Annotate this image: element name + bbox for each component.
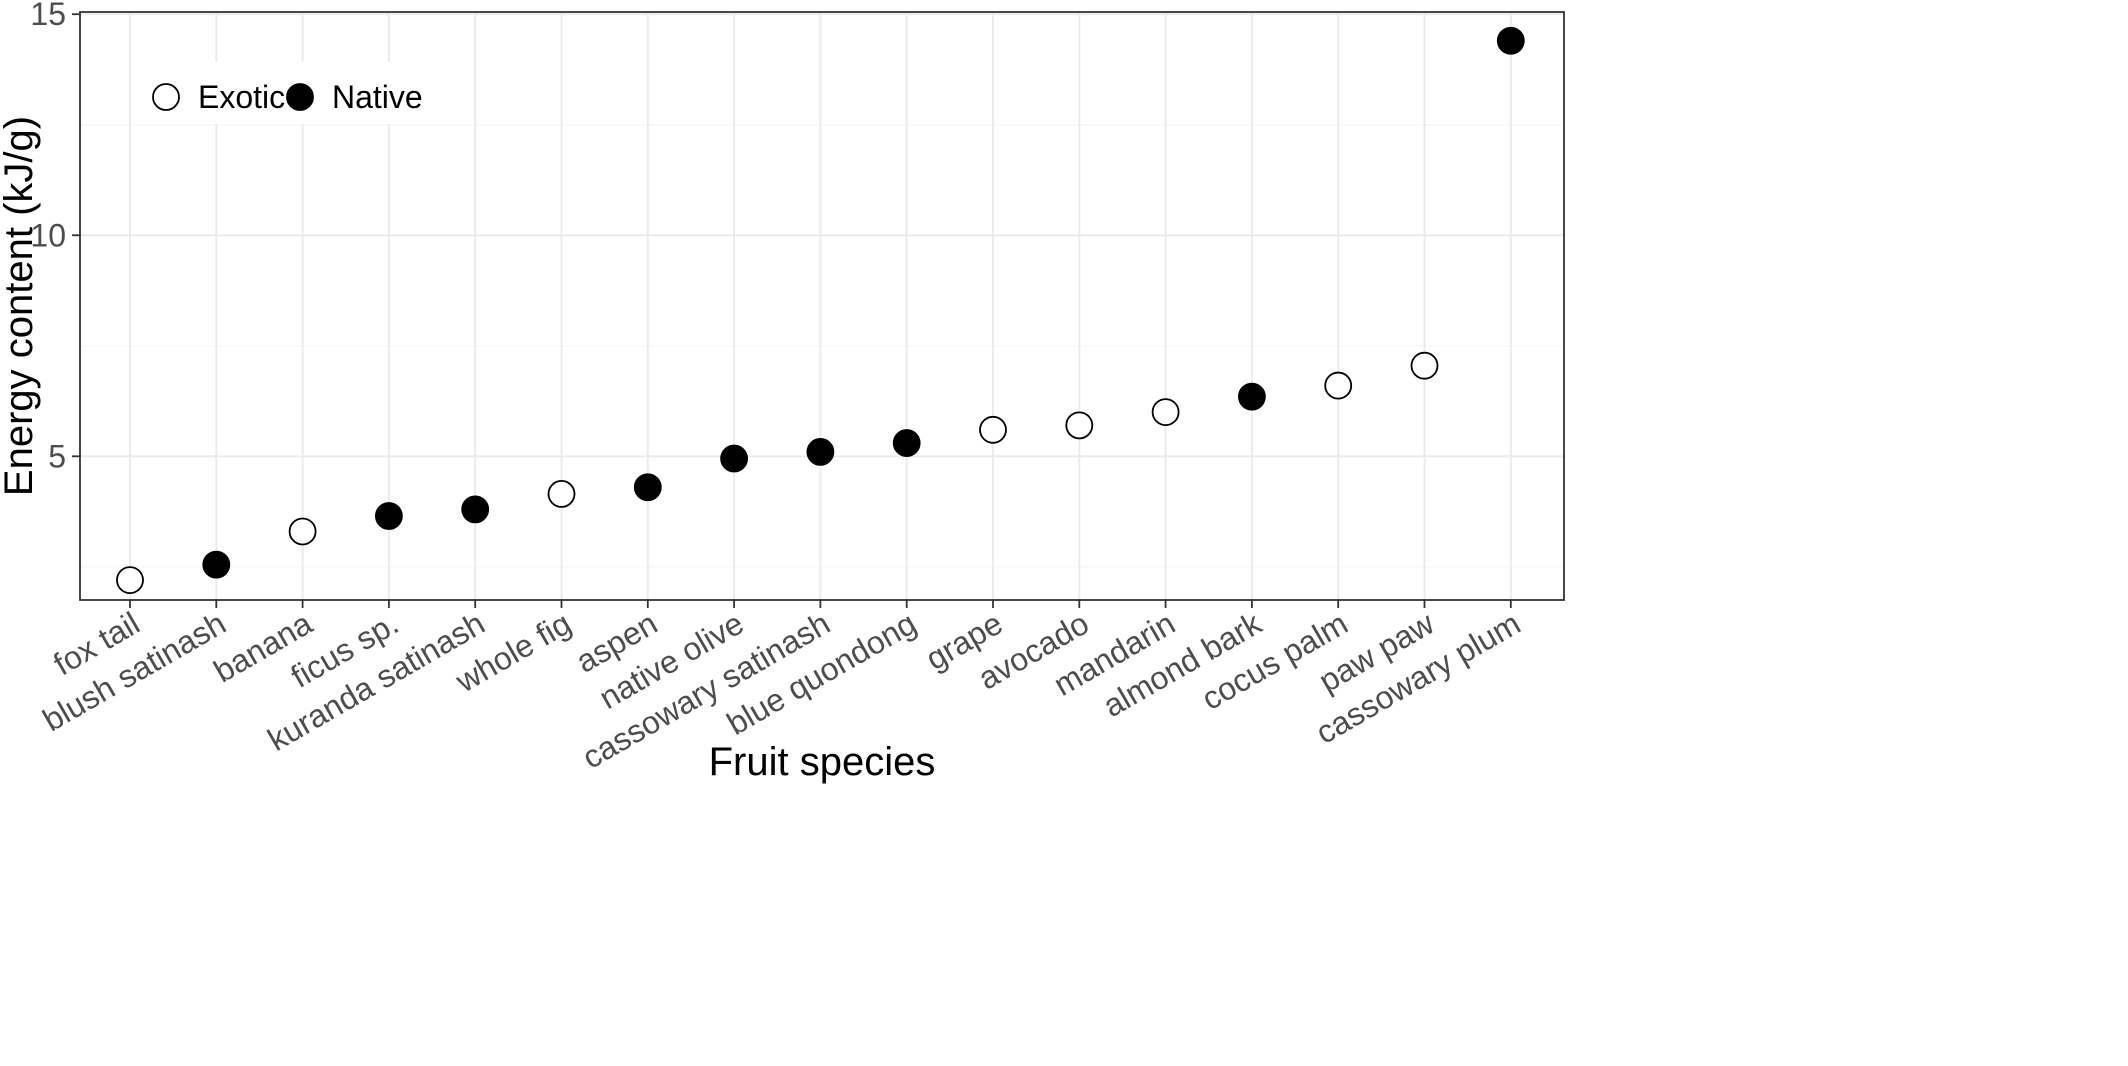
point-blue-quondong (892, 429, 921, 457)
data-points (116, 26, 1525, 595)
legend-key-exotic (152, 83, 180, 111)
point-fox-tail (116, 566, 144, 595)
point-native-olive (720, 444, 748, 473)
point-kuranda-satinash (461, 495, 490, 524)
legend: Exotic Native (132, 62, 423, 124)
point-mandarin (1151, 398, 1180, 427)
point-aspen (633, 473, 662, 502)
point-avocado (1065, 411, 1094, 440)
y-tick-label: 5 (48, 438, 66, 474)
point-cassowary-satinash (806, 437, 835, 466)
point-cassowary-plum (1496, 26, 1525, 55)
x-axis-title: Fruit species (709, 740, 936, 784)
point-banana (288, 517, 317, 546)
point-whole-fig (547, 479, 576, 508)
legend-label-exotic: Exotic (198, 79, 285, 115)
point-grape (979, 415, 1007, 444)
y-axis: 5 10 15 (30, 0, 80, 474)
legend-label-native: Native (332, 79, 423, 115)
point-paw-paw (1410, 351, 1439, 380)
grid-lines (80, 12, 1564, 600)
legend-background (132, 62, 422, 124)
y-tick-label: 10 (30, 217, 66, 253)
y-axis-title: Energy content (kJ/g) (0, 116, 41, 496)
legend-key-native (286, 83, 314, 111)
point-cocus-palm (1324, 371, 1353, 400)
point-almond-bark (1238, 382, 1266, 411)
y-tick-label: 15 (30, 0, 66, 32)
point-blush-satinash (202, 550, 231, 579)
panel-border (79, 11, 1565, 601)
point-ficus-sp (374, 502, 403, 530)
